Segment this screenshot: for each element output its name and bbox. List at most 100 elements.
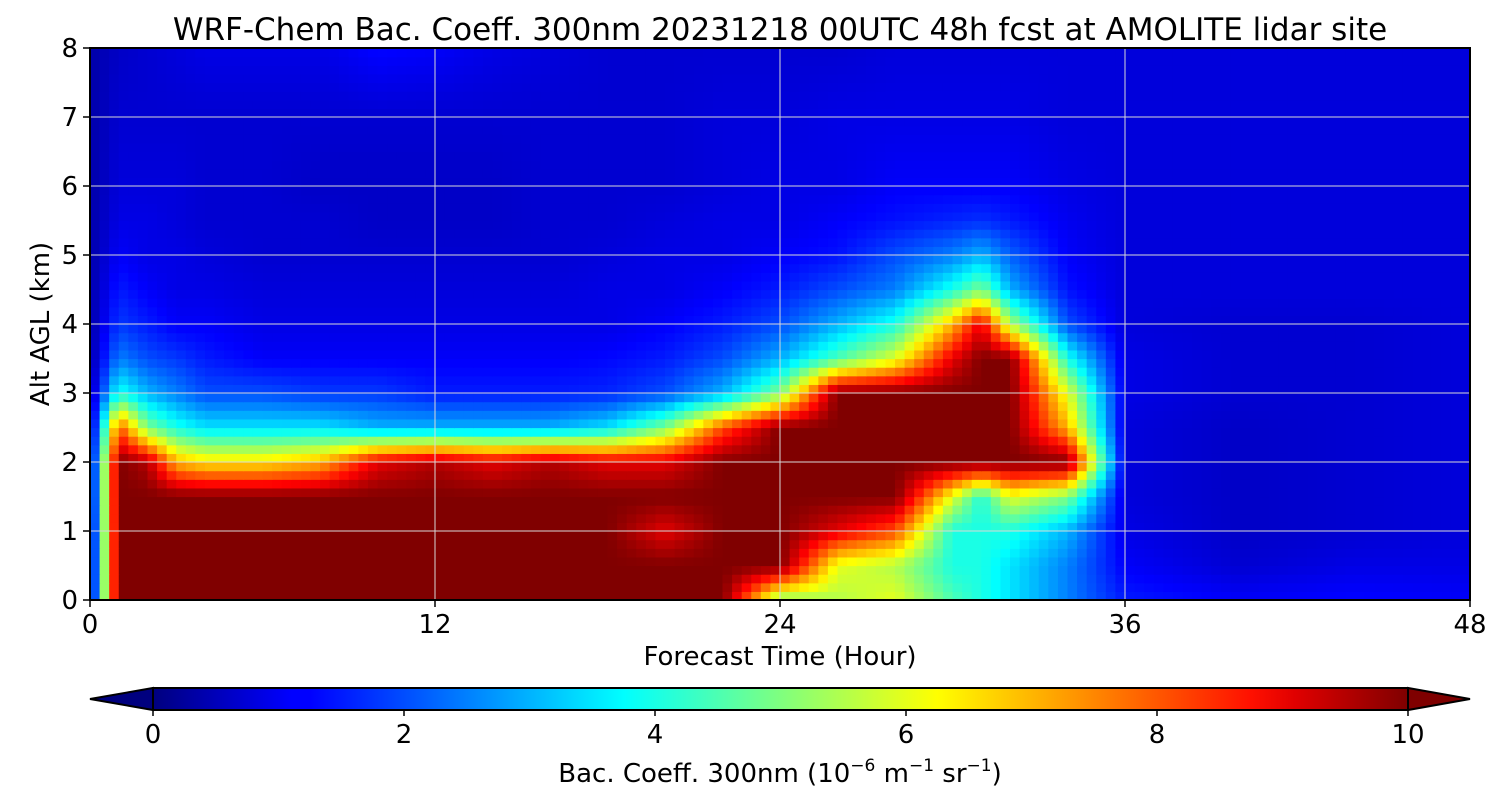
heatmap-cell <box>128 453 139 463</box>
heatmap-cell <box>1144 367 1155 377</box>
heatmap-cell <box>712 367 724 377</box>
heatmap-cell <box>732 531 743 541</box>
heatmap-cell <box>147 418 158 429</box>
heatmap-cell <box>962 410 973 420</box>
heatmap-cell <box>128 393 139 403</box>
heatmap-cell <box>799 548 810 558</box>
heatmap-cell <box>329 410 340 420</box>
heatmap-cell <box>1172 505 1184 515</box>
heatmap-cell <box>291 375 302 385</box>
heatmap-cell <box>1230 582 1241 592</box>
heatmap-cell <box>1374 479 1385 489</box>
heatmap-cell <box>406 384 417 394</box>
heatmap-cell <box>1268 410 1279 420</box>
heatmap-cell <box>674 470 685 480</box>
heatmap-cell <box>540 401 551 411</box>
heatmap-cell <box>1326 556 1337 567</box>
heatmap-cell <box>320 298 331 308</box>
heatmap-cell <box>856 306 867 316</box>
heatmap-cell <box>205 556 216 567</box>
heatmap-cell <box>808 375 819 385</box>
heatmap-cell <box>406 358 417 368</box>
heatmap-cell <box>137 306 149 316</box>
heatmap-cell <box>1316 332 1327 342</box>
heatmap-cell <box>1393 556 1404 567</box>
heatmap-cell <box>588 410 599 420</box>
heatmap-cell <box>808 427 819 437</box>
heatmap-cell <box>895 470 906 480</box>
heatmap-cell <box>1393 418 1404 429</box>
heatmap-cell <box>482 418 494 429</box>
heatmap-cell <box>1383 556 1394 567</box>
heatmap-cell <box>1335 375 1347 385</box>
heatmap-cell <box>291 324 302 334</box>
heatmap-cell <box>291 453 302 463</box>
heatmap-cell <box>1144 427 1155 437</box>
heatmap-cell <box>665 574 676 584</box>
heatmap-cell <box>1201 462 1212 472</box>
heatmap-cell <box>1057 591 1069 600</box>
heatmap-cell <box>875 487 887 498</box>
heatmap-cell <box>482 298 494 308</box>
heatmap-cell <box>1383 375 1394 385</box>
heatmap-cell <box>1240 582 1251 592</box>
heatmap-cell <box>1249 393 1260 403</box>
heatmap-cell <box>339 479 350 489</box>
heatmap-cell <box>99 341 110 351</box>
heatmap-cell <box>674 332 685 342</box>
heatmap-cell <box>550 332 561 342</box>
heatmap-cell <box>1125 349 1136 360</box>
heatmap-cell <box>521 410 532 420</box>
heatmap-cell <box>205 358 216 368</box>
heatmap-cell <box>597 462 609 472</box>
heatmap-cell <box>358 410 369 420</box>
heatmap-cell <box>942 453 954 463</box>
heatmap-cell <box>1172 358 1184 368</box>
heatmap-cell <box>482 582 494 592</box>
heatmap-cell <box>933 298 944 308</box>
heatmap-cell <box>1412 470 1423 480</box>
heatmap-cell <box>751 462 762 472</box>
heatmap-cell <box>981 332 992 342</box>
heatmap-cell <box>1125 470 1136 480</box>
heatmap-cell <box>1450 375 1462 385</box>
heatmap-cell <box>923 479 934 489</box>
heatmap-cell <box>981 479 992 489</box>
heatmap-cell <box>799 384 810 394</box>
heatmap-cell <box>1335 418 1347 429</box>
heatmap-cell <box>272 453 283 463</box>
heatmap-cell <box>1125 358 1136 368</box>
heatmap-cell <box>1019 384 1030 394</box>
heatmap-cell <box>607 591 618 600</box>
heatmap-cell <box>818 565 829 575</box>
heatmap-cell <box>1364 505 1375 515</box>
heatmap-cell <box>866 582 877 592</box>
heatmap-cell <box>358 522 369 532</box>
heatmap-cell <box>1057 531 1069 541</box>
heatmap-cell <box>300 591 312 600</box>
heatmap-cell <box>933 462 944 472</box>
heatmap-cell <box>1422 401 1433 411</box>
heatmap-cell <box>1038 375 1049 385</box>
heatmap-cell <box>703 522 714 532</box>
heatmap-cell <box>895 479 906 489</box>
heatmap-cell <box>243 574 254 584</box>
heatmap-cell <box>1287 574 1299 584</box>
heatmap-cell <box>607 315 618 325</box>
heatmap-cell <box>1038 505 1049 515</box>
heatmap-cell <box>205 487 216 498</box>
heatmap-cell <box>1144 591 1155 600</box>
heatmap-cell <box>885 565 896 575</box>
heatmap-cell <box>847 418 858 429</box>
heatmap-cell <box>760 479 772 489</box>
heatmap-cell <box>1057 453 1069 463</box>
heatmap-cell <box>674 315 685 325</box>
heatmap-cell <box>799 531 810 541</box>
heatmap-cell <box>1307 315 1318 325</box>
heatmap-cell <box>415 384 427 394</box>
heatmap-cell <box>770 341 781 351</box>
heatmap-cell <box>243 565 254 575</box>
heatmap-cell <box>1038 462 1049 472</box>
heatmap-cell <box>387 591 398 600</box>
heatmap-cell <box>1383 574 1394 584</box>
